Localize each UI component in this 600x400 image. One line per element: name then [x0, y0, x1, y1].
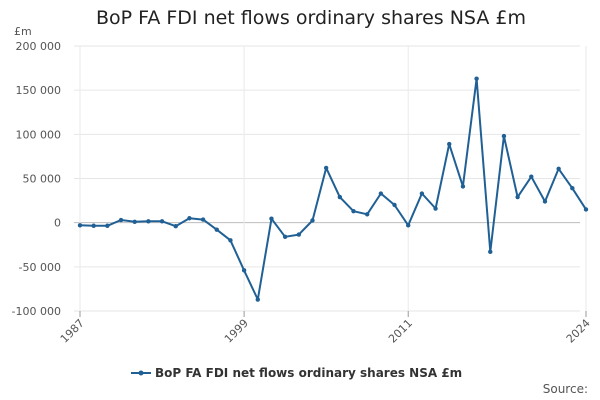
data-point[interactable]	[556, 166, 561, 171]
x-axis-ticks: 1987 1999 2011 2024	[58, 311, 593, 346]
legend-label: BoP FA FDI net flows ordinary shares NSA…	[155, 366, 463, 380]
data-point[interactable]	[228, 238, 233, 243]
data-point[interactable]	[91, 223, 96, 228]
data-point[interactable]	[351, 208, 356, 214]
data-point[interactable]	[501, 133, 507, 139]
x-tick-label: 2011	[386, 317, 415, 346]
data-point[interactable]	[433, 206, 438, 211]
x-tick-label: 1999	[222, 317, 251, 346]
y-tick-label: 200 000	[16, 40, 62, 53]
data-point[interactable]	[460, 184, 466, 189]
y-tick-label: 0	[54, 217, 61, 230]
data-point[interactable]	[146, 219, 151, 224]
data-point[interactable]	[488, 249, 493, 255]
data-point[interactable]	[269, 216, 274, 221]
data-point[interactable]	[118, 217, 124, 223]
gridlines	[74, 45, 587, 312]
data-point[interactable]	[173, 224, 178, 229]
data-point[interactable]	[570, 186, 575, 191]
y-tick-label: 50 000	[23, 173, 62, 186]
data-point[interactable]	[105, 223, 110, 228]
data-point[interactable]	[406, 223, 411, 228]
x-tick-label: 1987	[58, 317, 87, 346]
y-axis-ticks: 200 000 150 000 100 000 50 000 0 -50 000 -100 …	[12, 40, 61, 318]
data-point[interactable]	[447, 141, 452, 147]
data-point[interactable]	[310, 218, 315, 223]
data-point[interactable]	[296, 232, 302, 237]
data-point[interactable]	[583, 207, 589, 212]
legend-swatch	[131, 370, 151, 376]
data-point[interactable]	[323, 165, 329, 171]
data-point[interactable]	[364, 212, 370, 217]
series-line	[79, 77, 587, 301]
y-tick-label: -50 000	[19, 261, 61, 274]
data-point[interactable]	[214, 227, 219, 232]
source-label: Source:	[542, 382, 588, 396]
data-point[interactable]	[132, 219, 137, 224]
data-point[interactable]	[392, 202, 397, 208]
x-tick-label: 2024	[564, 317, 593, 346]
data-point[interactable]	[282, 234, 288, 239]
data-point[interactable]	[515, 194, 520, 200]
y-axis-unit-label: £m	[14, 25, 32, 38]
data-point[interactable]	[187, 216, 192, 221]
data-point[interactable]	[542, 199, 548, 204]
data-point[interactable]	[337, 194, 343, 200]
data-point[interactable]	[255, 297, 260, 302]
y-tick-label: 150 000	[16, 84, 62, 97]
y-tick-label: 100 000	[16, 128, 62, 141]
data-point[interactable]	[159, 219, 165, 224]
y-tick-label: -100 000	[12, 305, 61, 318]
legend: BoP FA FDI net flows ordinary shares NSA…	[131, 366, 462, 380]
series-layer	[77, 76, 589, 302]
chart-title: BoP FA FDI net flows ordinary shares NSA…	[96, 7, 526, 29]
data-point[interactable]	[529, 174, 534, 179]
data-point[interactable]	[77, 223, 83, 228]
data-point[interactable]	[378, 191, 384, 196]
data-point[interactable]	[200, 217, 206, 222]
data-point[interactable]	[419, 191, 425, 196]
data-point[interactable]	[474, 76, 479, 81]
data-point[interactable]	[241, 268, 247, 273]
